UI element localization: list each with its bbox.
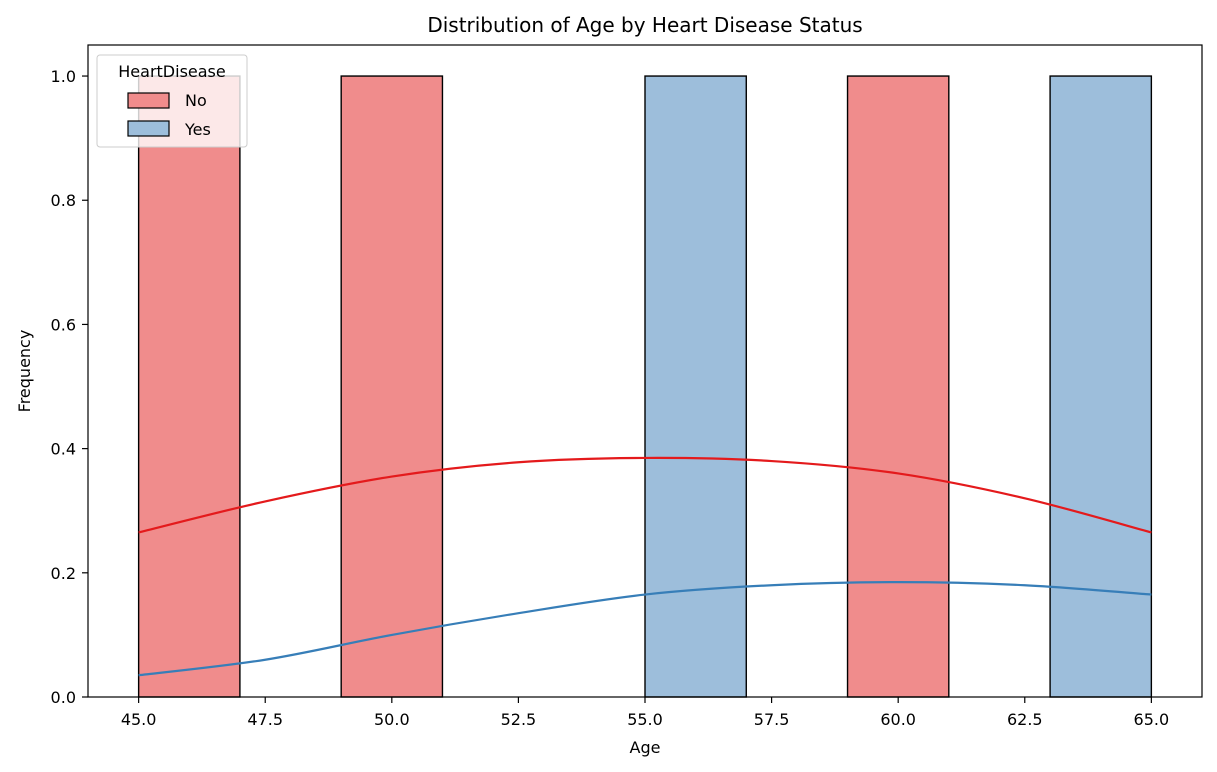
x-axis-ticks: 45.0 47.5 50.0 52.5 55.0 57.5 60.0 62.5 65.0: [121, 697, 1169, 729]
x-tick-label-7: 62.5: [1007, 710, 1043, 729]
bar-no-0: [137, 75, 241, 698]
kde-lines-group: [138, 456, 1152, 677]
bar-yes-4: [1049, 75, 1153, 698]
x-tick-label-1: 47.5: [247, 710, 283, 729]
kde-line-yes: [138, 581, 1152, 677]
legend-swatch-yes: [127, 120, 170, 137]
kde-line-no: [138, 456, 1152, 534]
legend-label-no: No: [185, 91, 207, 110]
bar-no-1: [340, 75, 444, 698]
legend: HeartDisease No Yes: [96, 54, 248, 148]
x-tick-label-5: 57.5: [754, 710, 790, 729]
legend-label-yes: Yes: [184, 120, 211, 139]
x-tick-label-4: 55.0: [627, 710, 663, 729]
legend-title: HeartDisease: [118, 62, 225, 81]
y-tick-label-2: 0.4: [51, 440, 76, 459]
bar-no-3: [846, 75, 950, 698]
y-tick-label-4: 0.8: [51, 191, 76, 210]
y-axis-ticks: 0.0 0.2 0.4 0.6 0.8 1.0: [51, 67, 88, 707]
x-tick-label-0: 45.0: [121, 710, 157, 729]
x-tick-label-6: 60.0: [880, 710, 916, 729]
y-tick-label-3: 0.6: [51, 315, 76, 334]
y-tick-label-1: 0.2: [51, 564, 76, 583]
bar-yes-2: [644, 75, 747, 698]
x-tick-label-2: 50.0: [374, 710, 410, 729]
legend-swatch-no: [127, 92, 170, 109]
x-tick-label-8: 65.0: [1134, 710, 1170, 729]
y-tick-label-5: 1.0: [51, 67, 76, 86]
chart-title: Distribution of Age by Heart Disease Sta…: [427, 13, 862, 37]
x-axis-label: Age: [630, 738, 661, 757]
y-axis-label: Frequency: [15, 330, 34, 413]
x-tick-label-3: 52.5: [501, 710, 537, 729]
y-tick-label-0: 0.0: [51, 688, 76, 707]
